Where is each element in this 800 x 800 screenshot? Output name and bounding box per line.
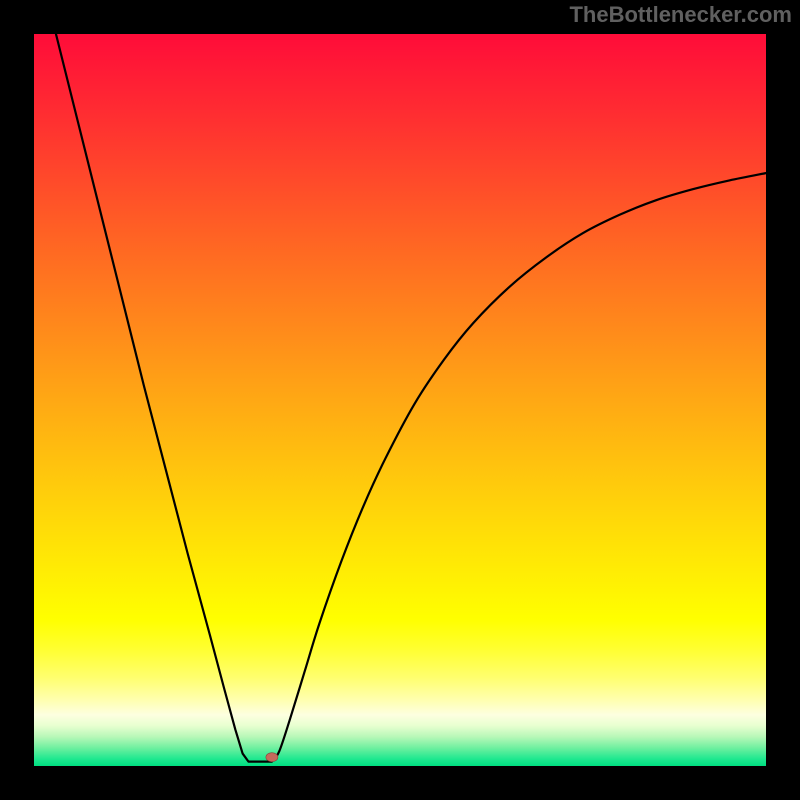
- curve-path: [56, 34, 766, 762]
- watermark-text: TheBottlenecker.com: [569, 2, 792, 28]
- curve-layer: [34, 34, 766, 766]
- min-marker: [266, 753, 278, 762]
- plot-area: [34, 34, 766, 766]
- chart-outer: TheBottlenecker.com: [0, 0, 800, 800]
